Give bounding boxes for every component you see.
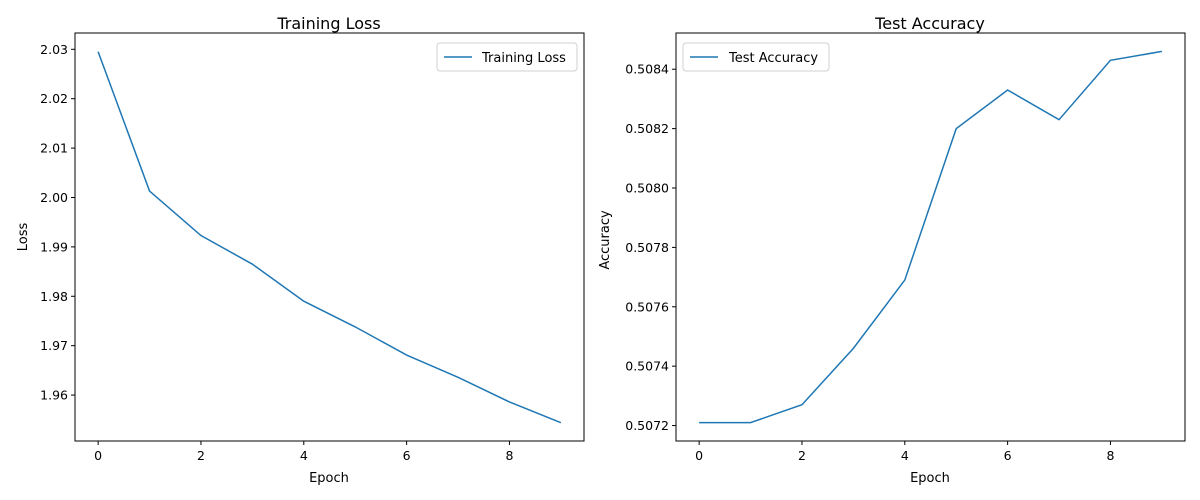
training-loss-y-tick-label: 1.98 xyxy=(40,289,68,304)
test-accuracy-y-tick-label: 0.5078 xyxy=(625,240,669,255)
training-loss-title: Training Loss xyxy=(276,14,380,33)
training-loss-y-tick-label: 2.02 xyxy=(40,91,68,106)
training-loss-y-tick-label: 2.00 xyxy=(40,190,68,205)
training-loss-x-axis-label: Epoch xyxy=(309,471,349,486)
training-loss-axes-frame xyxy=(74,32,585,442)
training-loss-y-tick-label: 1.97 xyxy=(40,338,68,353)
test-accuracy-y-tick-label: 0.5084 xyxy=(625,62,669,77)
training-loss-y-tick-label: 1.99 xyxy=(40,239,68,254)
training-loss-y-tick-label: 2.03 xyxy=(40,42,68,57)
test-accuracy-x-tick-label: 6 xyxy=(1004,448,1012,463)
training-loss-y-tick-label: 2.01 xyxy=(40,141,68,156)
training-loss-subplot: Training Loss 0 2 4 6 8 1.96 1.97 1.98 1.99 2.00 2… xyxy=(16,14,585,486)
test-accuracy-subplot: Test Accuracy 0 2 4 6 8 0.5072 0.5074 0.5076 0.5… xyxy=(598,14,1186,486)
test-accuracy-axes-frame xyxy=(675,32,1186,442)
test-accuracy-legend-label: Test Accuracy xyxy=(728,51,818,66)
training-loss-x-tick-label: 4 xyxy=(300,448,308,463)
training-loss-y-tick-label: 1.96 xyxy=(40,388,68,403)
test-accuracy-legend: Test Accuracy xyxy=(682,42,830,72)
training-loss-x-tick-label: 6 xyxy=(403,448,411,463)
test-accuracy-x-axis-label: Epoch xyxy=(910,471,950,486)
test-accuracy-x-tick-label: 4 xyxy=(901,448,909,463)
training-loss-series-line xyxy=(97,51,562,424)
test-accuracy-y-axis-label: Accuracy xyxy=(598,210,613,270)
test-accuracy-title: Test Accuracy xyxy=(874,14,985,33)
training-loss-y-axis-label: Loss xyxy=(16,223,31,252)
training-loss-legend-label: Training Loss xyxy=(481,51,566,66)
test-accuracy-y-tick-label: 0.5082 xyxy=(625,121,669,136)
training-loss-legend-box xyxy=(436,42,578,72)
test-accuracy-legend-box xyxy=(682,42,830,72)
test-accuracy-x-tick-label: 0 xyxy=(695,448,703,463)
training-loss-x-tick-label: 8 xyxy=(505,448,513,463)
training-loss-x-tick-label: 0 xyxy=(94,448,102,463)
test-accuracy-y-tick-label: 0.5072 xyxy=(625,418,669,433)
test-accuracy-x-tick-label: 2 xyxy=(798,448,806,463)
training-loss-ticks: 0 2 4 6 8 1.96 1.97 1.98 1.99 2.00 2.01 2.02 2.03 xyxy=(40,42,513,463)
test-accuracy-y-tick-label: 0.5074 xyxy=(625,359,669,374)
test-accuracy-y-tick-label: 0.5080 xyxy=(625,181,669,196)
test-accuracy-ticks: 0 2 4 6 8 0.5072 0.5074 0.5076 0.5078 0.5080 0.508… xyxy=(625,62,1114,463)
training-loss-legend: Training Loss xyxy=(436,42,578,72)
training-loss-x-tick-label: 2 xyxy=(197,448,205,463)
test-accuracy-x-tick-label: 8 xyxy=(1106,448,1114,463)
test-accuracy-series-line xyxy=(699,50,1162,424)
test-accuracy-y-tick-label: 0.5076 xyxy=(625,299,669,314)
